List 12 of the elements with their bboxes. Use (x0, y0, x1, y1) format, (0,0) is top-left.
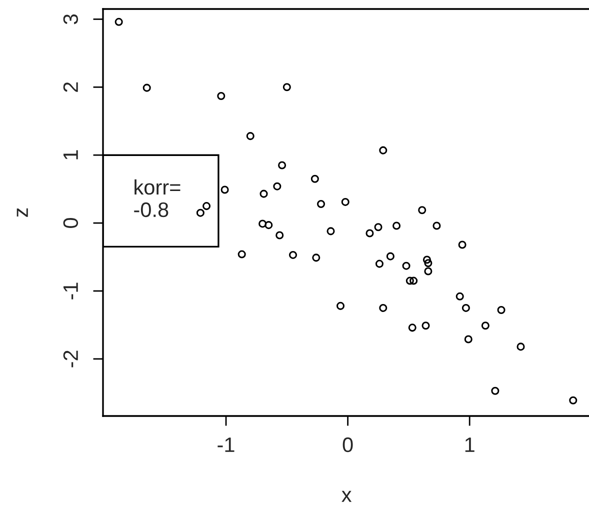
y-tick-label: 2 (63, 82, 78, 92)
x-tick-label: 1 (465, 438, 474, 452)
x-tick-label: 0 (342, 437, 353, 452)
y-tick-label: -1 (64, 282, 78, 300)
annotation: korr= -0.8 (134, 179, 180, 218)
y-tick-label: 1 (64, 150, 78, 160)
y-axis-title: z (16, 208, 28, 217)
x-tick-label: -1 (218, 438, 234, 452)
y-tick-label: -2 (63, 350, 78, 368)
x-axis-title: x (342, 490, 352, 502)
y-tick-label: 3 (63, 14, 78, 24)
y-tick-label: 0 (63, 218, 78, 228)
